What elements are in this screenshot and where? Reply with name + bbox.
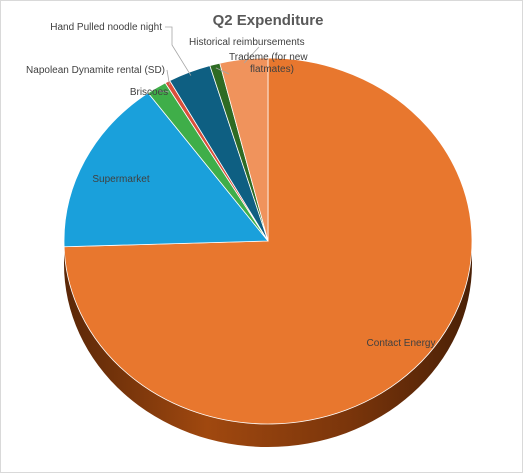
slice-label-contact-energy: Contact Energy bbox=[367, 338, 436, 349]
slice-label-napolean-dynamite-rental-sd: Napolean Dynamite rental (SD) bbox=[26, 65, 165, 76]
slice-label-supermarket: Supermarket bbox=[92, 174, 149, 185]
slice-label-historical-reimbursements: Historical reimbursements bbox=[189, 37, 305, 48]
leader-line-briscoes bbox=[158, 90, 170, 93]
slice-label-hand-pulled-noodle-night: Hand Pulled noodle night bbox=[50, 22, 162, 33]
pie-labels: Contact Energy Supermarket Briscoes Napolea… bbox=[26, 22, 435, 349]
leader-line-trademe-for-new-flatmates bbox=[215, 67, 230, 75]
leader-line-napolean-dynamite-rental-sd bbox=[166, 69, 170, 86]
leader-line-historical-reimbursements bbox=[243, 46, 260, 64]
pie-slice-supermarket bbox=[63, 92, 269, 248]
pie-slices bbox=[63, 57, 473, 425]
pie-leaders bbox=[158, 26, 260, 93]
pie-slice-historical-reimbursements bbox=[219, 57, 269, 242]
slice-label-trademe-for-new-flatmates: Trademe (for new flatmates) bbox=[229, 52, 308, 75]
slice-label-briscoes: Briscoes bbox=[130, 87, 168, 98]
chart-title: Q2 Expenditure bbox=[213, 12, 324, 29]
leader-line-hand-pulled-noodle-night bbox=[165, 26, 192, 76]
